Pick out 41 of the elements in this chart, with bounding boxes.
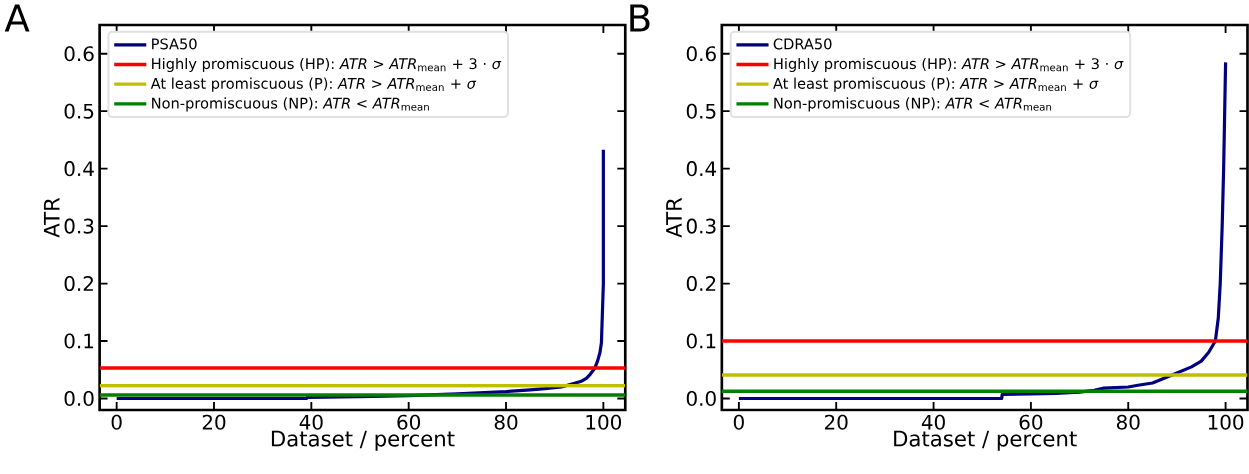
y-tick-label: 0.0: [64, 391, 94, 407]
x-axis-title: Dataset / percent: [271, 431, 455, 451]
legend-label: At least promiscuous (P): ATR > ATR$_{mean}$ + σ: [773, 77, 1099, 92]
y-axis-title: ATR: [43, 197, 60, 238]
y-tick-label: 0.5: [686, 103, 716, 119]
chart-title: A: [4, 4, 30, 32]
legend-label: Non-promiscuous (NP): ATR < ATR$_{mean}$: [774, 97, 1052, 112]
x-tick-label: 40: [299, 414, 323, 430]
x-tick-label: 60: [397, 414, 421, 430]
legend-label: CDRA50: [773, 38, 832, 50]
y-tick-label: 0.1: [686, 333, 716, 349]
y-tick-label: 0.2: [64, 276, 93, 292]
legend-label: Highly promiscuous (HP): ATR > ATR$_{mean}$ + 3 · σ: [152, 58, 502, 73]
x-tick-label: 40: [921, 414, 945, 430]
x-tick-label: 100: [1208, 414, 1244, 430]
y-tick-label: 0.3: [686, 218, 716, 234]
x-tick-label: 80: [494, 414, 518, 430]
chart-title: B: [630, 4, 650, 32]
x-tick-label: 0: [733, 414, 744, 430]
y-tick-label: 0.2: [686, 276, 716, 292]
y-tick-label: 0.0: [686, 391, 716, 407]
x-tick-label: 100: [586, 414, 622, 430]
y-tick-label: 0.3: [64, 218, 94, 234]
y-tick-label: 0.4: [686, 161, 717, 177]
x-tick-label: 0: [111, 414, 122, 430]
x-tick-label: 20: [825, 414, 848, 430]
line-series: [737, 60, 1228, 401]
x-tick-label: 60: [1019, 414, 1043, 430]
y-tick-label: 0.4: [64, 161, 94, 177]
legend-label: Non-promiscuous (NP): ATR < ATR$_{mean}$: [152, 97, 429, 112]
x-tick-label: 80: [1116, 414, 1140, 430]
y-axis-title: ATR: [666, 197, 682, 238]
legend-label: PSA50: [152, 38, 197, 50]
x-tick-label: 20: [202, 414, 226, 430]
x-axis-title: Dataset / percent: [894, 431, 1077, 451]
y-tick-label: 0.5: [64, 103, 94, 119]
legend-label: Highly promiscuous (HP): ATR > ATR$_{mean}$ + 3 · σ: [774, 58, 1124, 73]
legend-label: At least promiscuous (P): ATR > ATR$_{mean}$ + σ: [150, 77, 477, 92]
y-tick-label: 0.6: [686, 46, 716, 62]
y-tick-label: 0.1: [64, 333, 94, 349]
y-tick-label: 0.6: [64, 46, 94, 62]
